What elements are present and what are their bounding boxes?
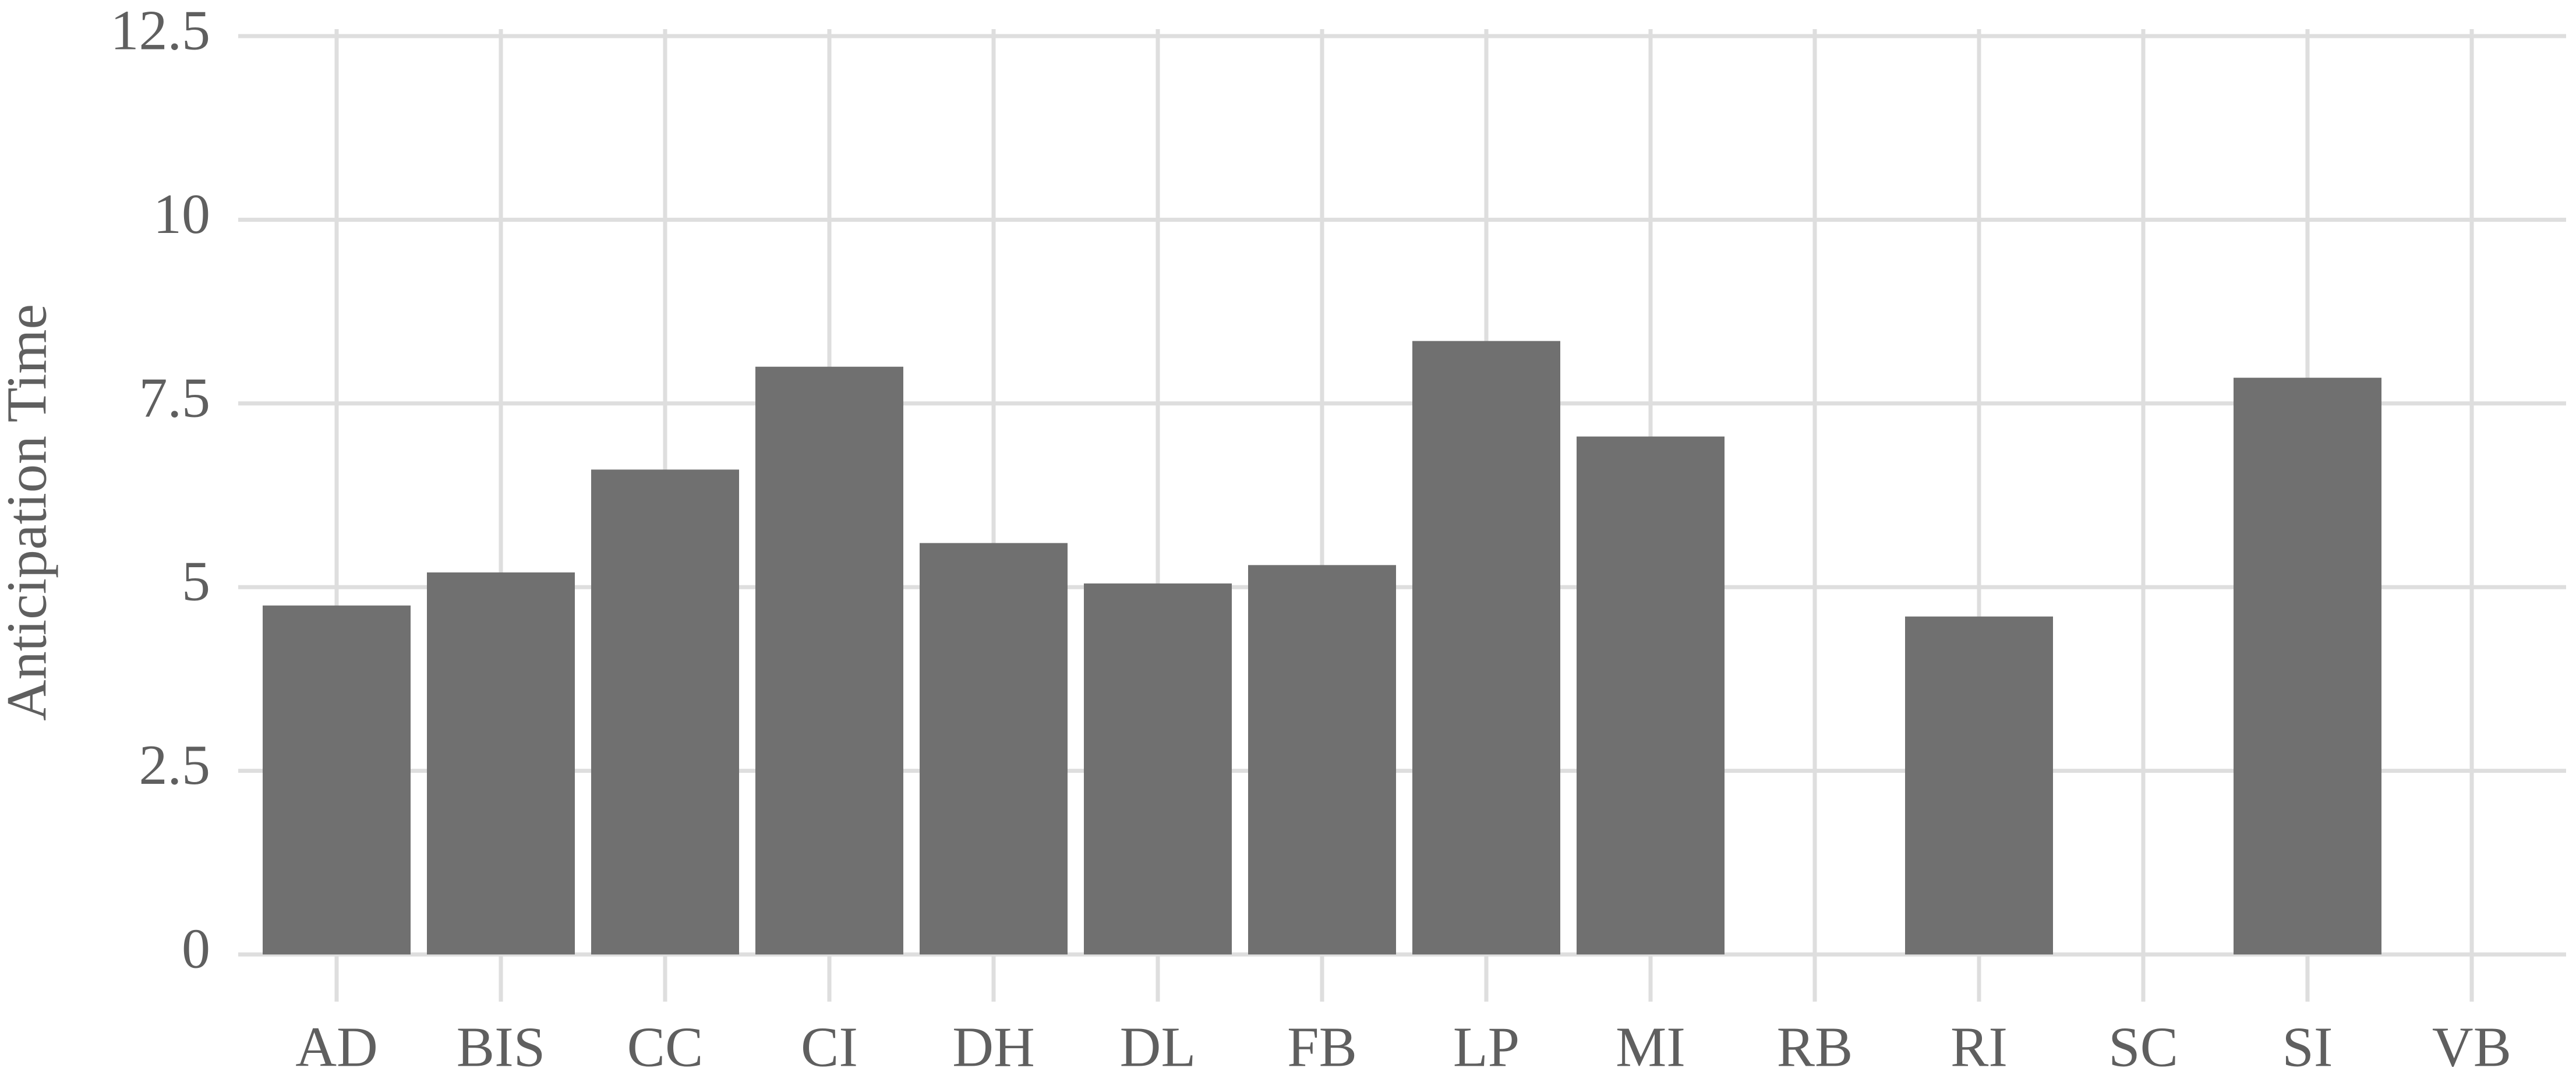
bar <box>1248 565 1396 954</box>
x-tick-label: AD <box>295 1016 378 1079</box>
bar <box>1412 341 1560 955</box>
x-tick-label: SI <box>2282 1016 2333 1079</box>
y-tick-label: 7.5 <box>139 366 211 429</box>
x-tick-label: RI <box>1950 1016 2008 1079</box>
bar <box>427 572 575 954</box>
y-tick-label: 0 <box>182 917 210 980</box>
x-tick-label: LP <box>1453 1016 1520 1079</box>
bar <box>591 469 739 954</box>
bar <box>2234 377 2381 954</box>
x-tick-label: FB <box>1287 1016 1357 1079</box>
y-tick-label: 10 <box>153 183 210 246</box>
bar <box>1577 436 1725 954</box>
x-tick-label: RB <box>1777 1016 1853 1079</box>
x-tick-label: CC <box>627 1016 704 1079</box>
y-tick-label: 2.5 <box>139 734 211 797</box>
bar <box>755 366 903 954</box>
bar <box>1905 616 2053 954</box>
x-tick-label: BIS <box>457 1016 546 1079</box>
x-tick-label: SC <box>2108 1016 2178 1079</box>
x-tick-label: DH <box>952 1016 1035 1079</box>
y-tick-label: 12.5 <box>111 0 211 62</box>
bar <box>1084 583 1232 954</box>
y-tick-label: 5 <box>182 550 210 613</box>
x-tick-label: CI <box>801 1016 858 1079</box>
x-tick-label: MI <box>1616 1016 1685 1079</box>
y-axis-title: Anticipation Time <box>0 304 58 721</box>
x-tick-label: VB <box>2432 1016 2511 1079</box>
x-tick-label: DL <box>1120 1016 1196 1079</box>
bar <box>263 605 411 954</box>
bar <box>920 543 1068 954</box>
